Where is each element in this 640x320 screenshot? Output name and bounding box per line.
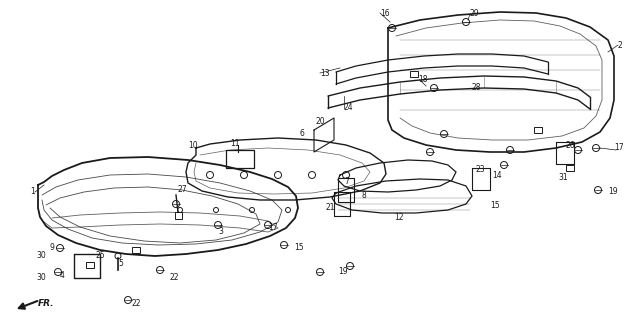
Text: 21: 21 <box>326 204 335 212</box>
Text: 27: 27 <box>178 186 188 195</box>
Text: 22: 22 <box>170 274 179 283</box>
Text: 18: 18 <box>418 76 428 84</box>
Text: 14: 14 <box>492 171 502 180</box>
Text: 29: 29 <box>470 9 479 18</box>
Bar <box>566 165 574 171</box>
Text: 5: 5 <box>118 260 123 268</box>
Text: 13: 13 <box>320 68 330 77</box>
Text: 8: 8 <box>362 190 367 199</box>
Text: 30: 30 <box>36 274 45 283</box>
Text: 1: 1 <box>30 188 35 196</box>
Text: 17: 17 <box>614 143 623 153</box>
Text: 2: 2 <box>618 41 623 50</box>
Text: 20: 20 <box>316 116 326 125</box>
Text: 26: 26 <box>566 140 575 149</box>
Text: 4: 4 <box>60 271 65 281</box>
Text: 19: 19 <box>608 188 618 196</box>
Text: 16: 16 <box>380 9 390 18</box>
Bar <box>175 212 182 219</box>
Text: 28: 28 <box>472 84 481 92</box>
Text: 17: 17 <box>268 223 278 233</box>
Text: 15: 15 <box>490 201 500 210</box>
Text: 3: 3 <box>218 227 223 236</box>
Text: 22: 22 <box>132 299 141 308</box>
Text: 10: 10 <box>188 140 198 149</box>
Text: 11: 11 <box>230 139 239 148</box>
Text: 12: 12 <box>394 213 403 222</box>
Text: 24: 24 <box>344 103 354 113</box>
Text: 31: 31 <box>558 173 568 182</box>
Text: 6: 6 <box>300 129 305 138</box>
Text: 23: 23 <box>476 165 486 174</box>
Text: 19: 19 <box>338 268 348 276</box>
Bar <box>534 127 542 133</box>
Bar <box>132 247 140 253</box>
Text: 15: 15 <box>294 244 303 252</box>
Text: 9: 9 <box>50 243 55 252</box>
Bar <box>410 71 418 77</box>
Bar <box>86 262 94 268</box>
Text: 25: 25 <box>96 251 106 260</box>
Text: 7: 7 <box>344 177 349 186</box>
Text: 30: 30 <box>36 252 45 260</box>
Text: FR.: FR. <box>38 300 54 308</box>
